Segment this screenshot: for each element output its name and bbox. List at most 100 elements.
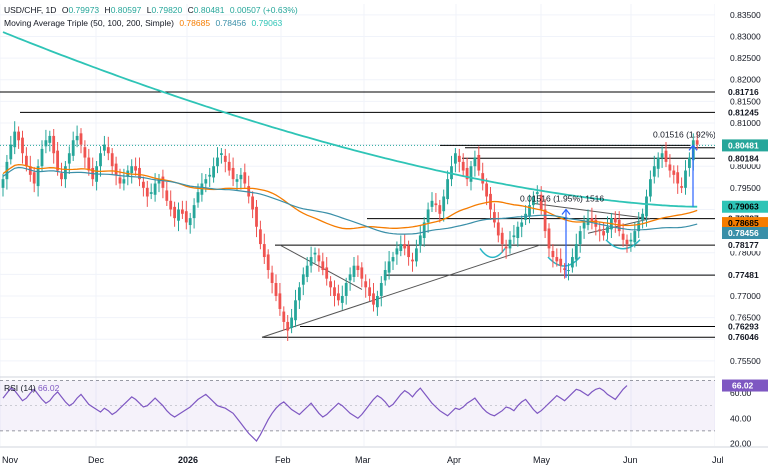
- candle[interactable]: [578, 225, 582, 253]
- candle-body[interactable]: [602, 231, 605, 236]
- candle[interactable]: [629, 232, 633, 252]
- candle[interactable]: [36, 159, 40, 197]
- candle[interactable]: [48, 130, 52, 152]
- candle[interactable]: [500, 227, 504, 253]
- candle[interactable]: [524, 205, 527, 226]
- candle[interactable]: [481, 162, 485, 191]
- candle-body[interactable]: [184, 211, 188, 223]
- candle[interactable]: [360, 262, 364, 288]
- candle[interactable]: [227, 153, 231, 176]
- candle[interactable]: [368, 278, 371, 302]
- candle-body[interactable]: [629, 239, 633, 242]
- time-axis[interactable]: Nov Dec 2026 Feb Mar Apr May Jun Jul: [0, 446, 768, 465]
- rsi-legend[interactable]: RSI (14) 66.02: [4, 383, 59, 393]
- candle[interactable]: [512, 225, 516, 245]
- candle-body[interactable]: [512, 235, 516, 238]
- candle-body[interactable]: [333, 287, 336, 296]
- candle[interactable]: [387, 250, 391, 280]
- price-level-badge[interactable]: 0.77481: [728, 270, 759, 280]
- candle[interactable]: [239, 167, 243, 190]
- candle-body[interactable]: [372, 293, 375, 305]
- candle[interactable]: [60, 162, 63, 187]
- price-level-badge[interactable]: 0.78177: [728, 240, 759, 250]
- candle-body[interactable]: [106, 147, 110, 154]
- candle-body[interactable]: [169, 200, 173, 210]
- candle-body[interactable]: [118, 177, 122, 184]
- candle[interactable]: [87, 148, 91, 176]
- candle[interactable]: [399, 235, 403, 257]
- candle-body[interactable]: [688, 157, 691, 168]
- candle-body[interactable]: [13, 131, 17, 148]
- candle-body[interactable]: [71, 140, 75, 156]
- candle-body[interactable]: [161, 176, 165, 188]
- candle[interactable]: [649, 170, 652, 202]
- candle[interactable]: [130, 159, 134, 184]
- candle[interactable]: [652, 155, 656, 184]
- candle[interactable]: [606, 216, 609, 240]
- candle-body[interactable]: [473, 157, 477, 167]
- candle-body[interactable]: [138, 167, 141, 180]
- candle-body[interactable]: [438, 205, 442, 214]
- candle-body[interactable]: [309, 257, 313, 266]
- candle[interactable]: [165, 181, 169, 207]
- candle[interactable]: [454, 148, 457, 173]
- candle[interactable]: [571, 248, 574, 273]
- candle[interactable]: [610, 212, 613, 239]
- candle-body[interactable]: [664, 150, 668, 162]
- candle[interactable]: [516, 221, 520, 247]
- candle-body[interactable]: [25, 155, 28, 167]
- price-axis[interactable]: 0.83500 0.83000 0.82500 0.82000 0.81500 0.810…: [715, 0, 768, 446]
- candle-body[interactable]: [321, 261, 325, 271]
- candle-body[interactable]: [598, 229, 602, 232]
- candle-body[interactable]: [294, 300, 297, 321]
- candle-body[interactable]: [99, 153, 102, 167]
- candle[interactable]: [645, 189, 648, 227]
- candle-body[interactable]: [672, 170, 676, 175]
- candle-body[interactable]: [103, 144, 106, 151]
- candle-body[interactable]: [212, 166, 215, 178]
- candle[interactable]: [157, 173, 161, 193]
- candle[interactable]: [391, 251, 395, 271]
- candle[interactable]: [333, 280, 336, 307]
- candle-body[interactable]: [220, 153, 223, 155]
- candle[interactable]: [106, 136, 110, 161]
- candle-body[interactable]: [235, 179, 239, 182]
- candle-body[interactable]: [130, 166, 134, 174]
- price-level-badge[interactable]: 0.81716: [728, 87, 759, 97]
- candle-body[interactable]: [621, 233, 625, 240]
- candle-body[interactable]: [9, 144, 13, 160]
- candle-body[interactable]: [407, 245, 410, 258]
- candle-body[interactable]: [668, 164, 672, 171]
- candle[interactable]: [356, 255, 360, 277]
- candle[interactable]: [91, 157, 95, 187]
- candle-body[interactable]: [656, 157, 660, 169]
- candle[interactable]: [446, 170, 449, 205]
- candle-body[interactable]: [313, 252, 317, 255]
- candle-body[interactable]: [114, 163, 118, 175]
- candle-body[interactable]: [352, 265, 356, 277]
- candle[interactable]: [407, 240, 410, 266]
- candle[interactable]: [9, 135, 13, 165]
- candle[interactable]: [493, 203, 496, 228]
- candle-body[interactable]: [239, 174, 243, 180]
- candle-body[interactable]: [539, 194, 543, 210]
- candle-body[interactable]: [344, 283, 348, 296]
- candle-body[interactable]: [559, 258, 563, 266]
- candle[interactable]: [278, 283, 282, 316]
- rsi-line[interactable]: [2, 385, 628, 442]
- candle-body[interactable]: [17, 131, 20, 141]
- candle-body[interactable]: [633, 231, 637, 243]
- candle-body[interactable]: [48, 135, 52, 143]
- candle-body[interactable]: [305, 265, 309, 277]
- candle[interactable]: [138, 157, 141, 187]
- candle-body[interactable]: [177, 209, 180, 221]
- candle[interactable]: [543, 199, 547, 239]
- candle[interactable]: [403, 233, 407, 256]
- candle-body[interactable]: [142, 181, 145, 188]
- candle[interactable]: [430, 192, 434, 213]
- candle[interactable]: [465, 157, 469, 187]
- candle[interactable]: [220, 148, 223, 164]
- candle-body[interactable]: [173, 206, 176, 219]
- candle[interactable]: [255, 199, 258, 238]
